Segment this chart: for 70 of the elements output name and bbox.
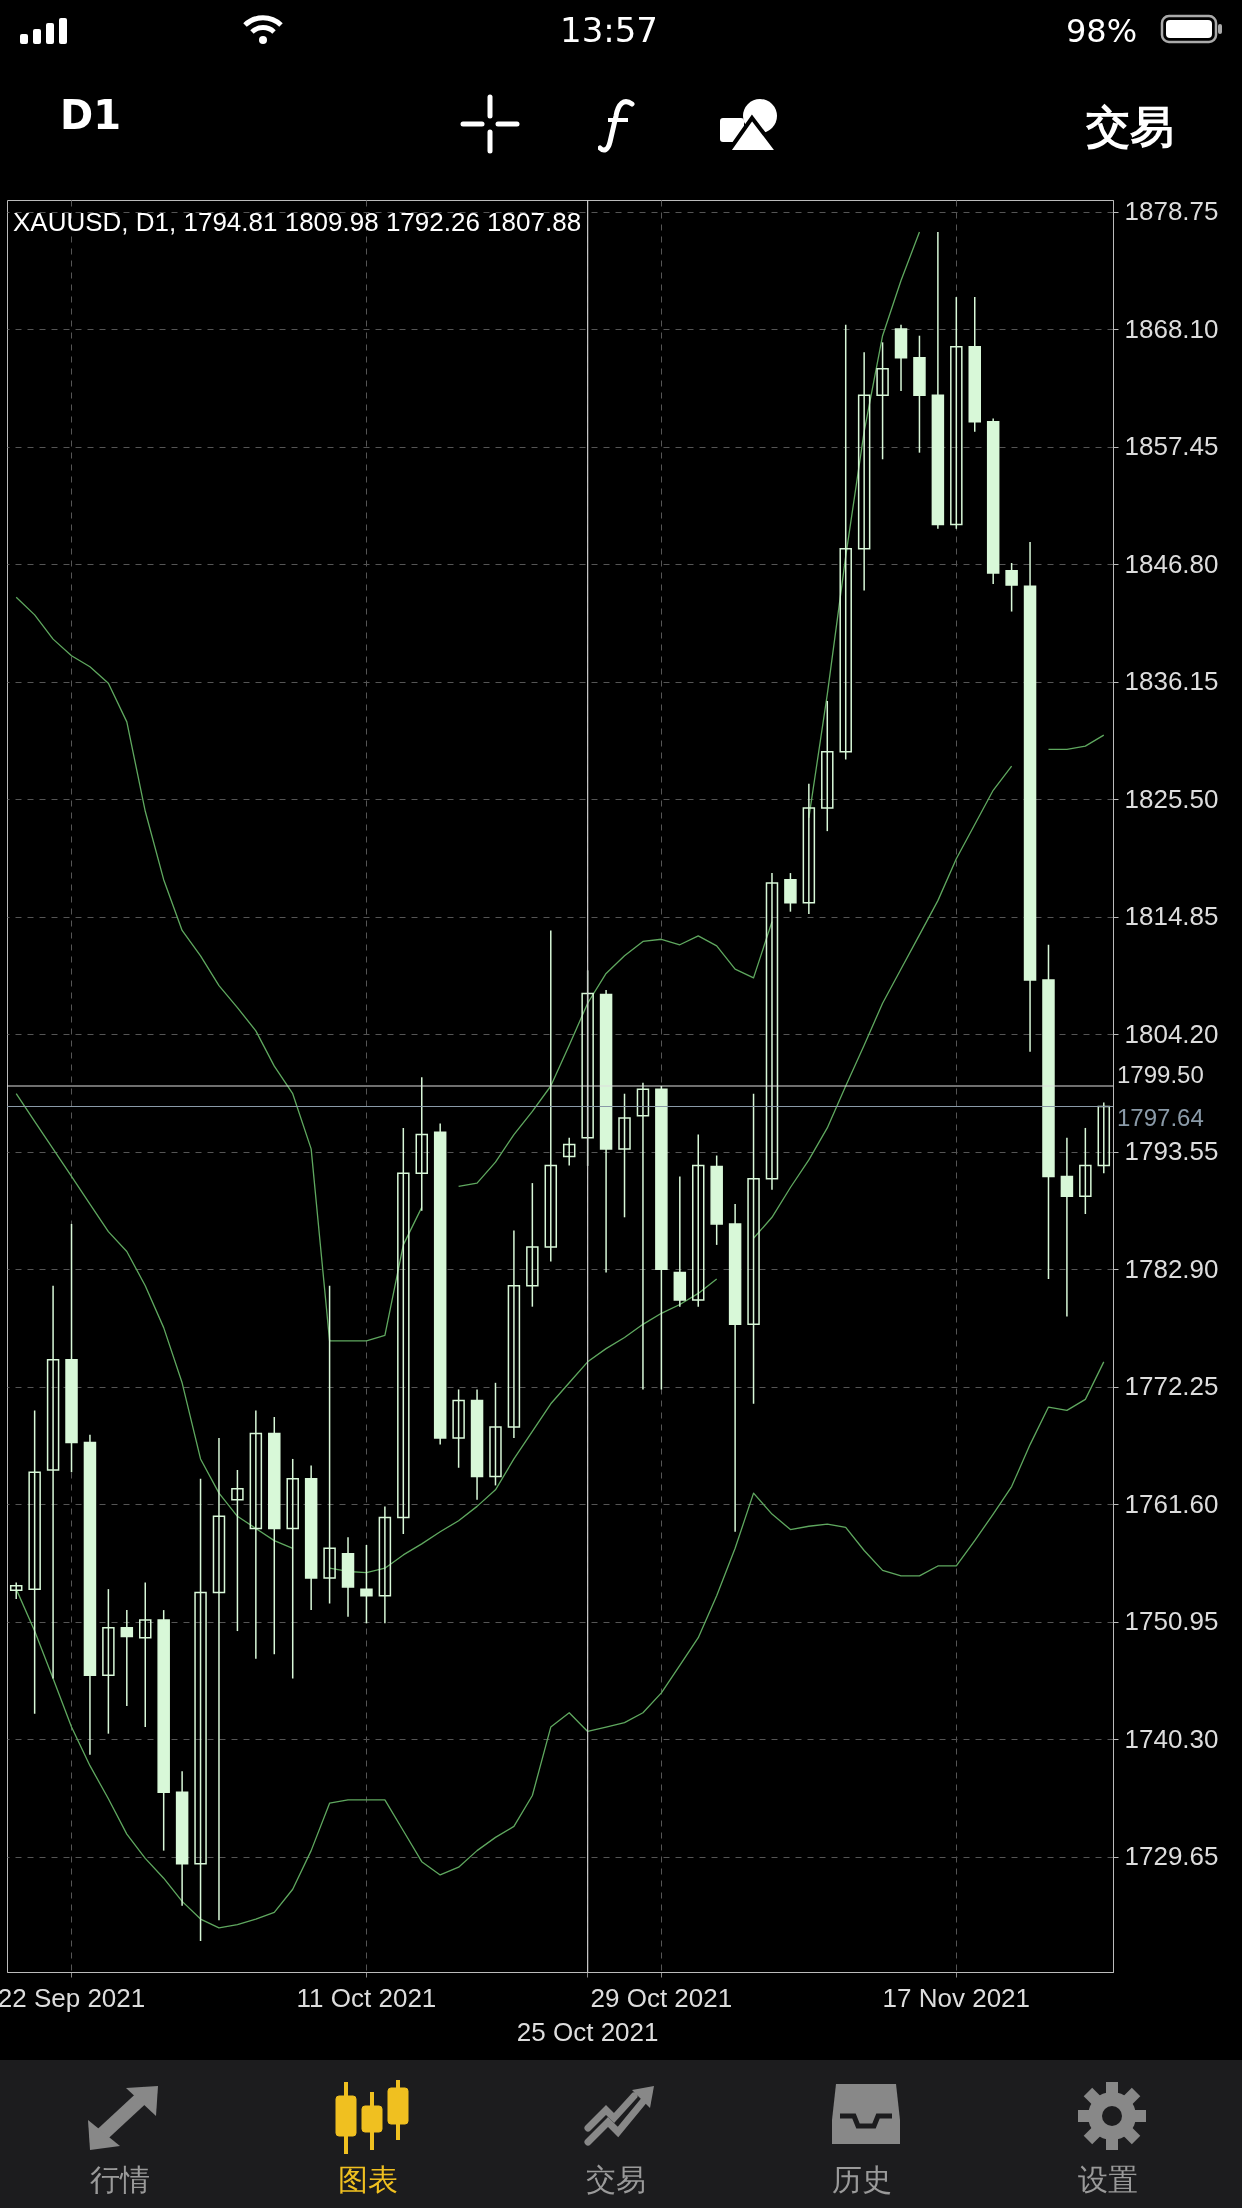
text: 13:57: [560, 10, 658, 50]
candlestick: [28, 1409, 41, 1715]
candlestick: [821, 700, 834, 832]
y-tick-label: 1761.60: [1124, 1488, 1219, 1519]
candlestick: [950, 296, 963, 530]
y-tick-label: 1868.10: [1124, 313, 1219, 344]
candlestick: [360, 1544, 373, 1625]
candlestick: [636, 1081, 650, 1391]
y-tick-label: 1825.50: [1124, 783, 1219, 814]
ref-line-label: 1797.64: [1117, 1103, 1204, 1131]
candlestick: [765, 872, 779, 1191]
candlestick: [562, 1137, 576, 1167]
candlestick: [507, 1229, 521, 1439]
text: 交易: [586, 2161, 646, 2199]
x-tick-label: 29 Oct 2021: [590, 1982, 733, 2013]
y-tick-label: 1772.25: [1124, 1371, 1219, 1402]
y-tick-label: 1857.45: [1124, 431, 1219, 462]
x-tick-label: 17 Nov 2021: [882, 1982, 1031, 2013]
candlestick: [1005, 562, 1018, 613]
text: 图表: [338, 2161, 398, 2199]
text: 交易: [1086, 100, 1174, 154]
ref-line-label: 1799.50: [1117, 1061, 1204, 1088]
y-tick-label: 1814.85: [1124, 901, 1219, 932]
y-tick-label: 1750.95: [1124, 1606, 1219, 1637]
candlestick: [46, 1284, 60, 1680]
candlestick: [1097, 1101, 1111, 1174]
candlestick: [249, 1409, 263, 1660]
candlestick: [1060, 1137, 1074, 1318]
candlestick: [397, 1127, 410, 1535]
y-tick-label: 1793.55: [1124, 1136, 1219, 1167]
text: 历史: [832, 2161, 892, 2199]
candlestick: [286, 1458, 299, 1680]
candlestick: [692, 1133, 705, 1308]
candlestick: [526, 1182, 539, 1308]
candlestick: [9, 1581, 23, 1600]
candlestick: [212, 1437, 226, 1921]
candlestick: [139, 1581, 152, 1728]
y-tick-label: 1740.30: [1124, 1723, 1219, 1754]
candlestick: [120, 1609, 134, 1707]
text: D1: [60, 92, 122, 138]
y-tick-label: 1729.65: [1124, 1841, 1219, 1872]
chart-title: XAUUSD, D1, 1794.81 1809.98 1792.26 1807.88: [13, 207, 582, 237]
candlestick: [747, 1092, 760, 1405]
candlestick: [618, 1092, 631, 1219]
candlestick: [839, 323, 852, 761]
candlestick: [378, 1505, 392, 1625]
candlestick: [323, 1284, 336, 1605]
candlestick: [194, 1478, 207, 1942]
y-tick-label: 1846.80: [1124, 548, 1219, 579]
candlestick: [802, 782, 816, 915]
x-tick-label: 22 Sep 2021: [0, 1982, 146, 2013]
candlestick: [231, 1469, 244, 1632]
candlestick: [876, 341, 889, 461]
y-tick-label: 1878.75: [1124, 196, 1219, 227]
candlestick: [857, 351, 871, 592]
candlestick: [102, 1588, 115, 1735]
text: 设置: [1078, 2161, 1138, 2199]
candlestick: [1079, 1127, 1092, 1215]
x-tick-label: 25 Oct 2021: [516, 2016, 659, 2047]
y-tick-label: 1782.90: [1124, 1253, 1219, 1284]
candlestick: [415, 1076, 428, 1212]
candlestick: [489, 1382, 502, 1487]
text: 98%: [1066, 12, 1138, 50]
candlestick: [784, 872, 797, 913]
text: 行情: [90, 2161, 150, 2199]
y-tick-label: 1836.15: [1124, 666, 1219, 697]
x-tick-label: 11 Oct 2021: [296, 1982, 437, 2013]
y-tick-label: 1804.20: [1124, 1018, 1219, 1049]
candlestick: [544, 929, 558, 1263]
candlestick: [452, 1388, 465, 1469]
